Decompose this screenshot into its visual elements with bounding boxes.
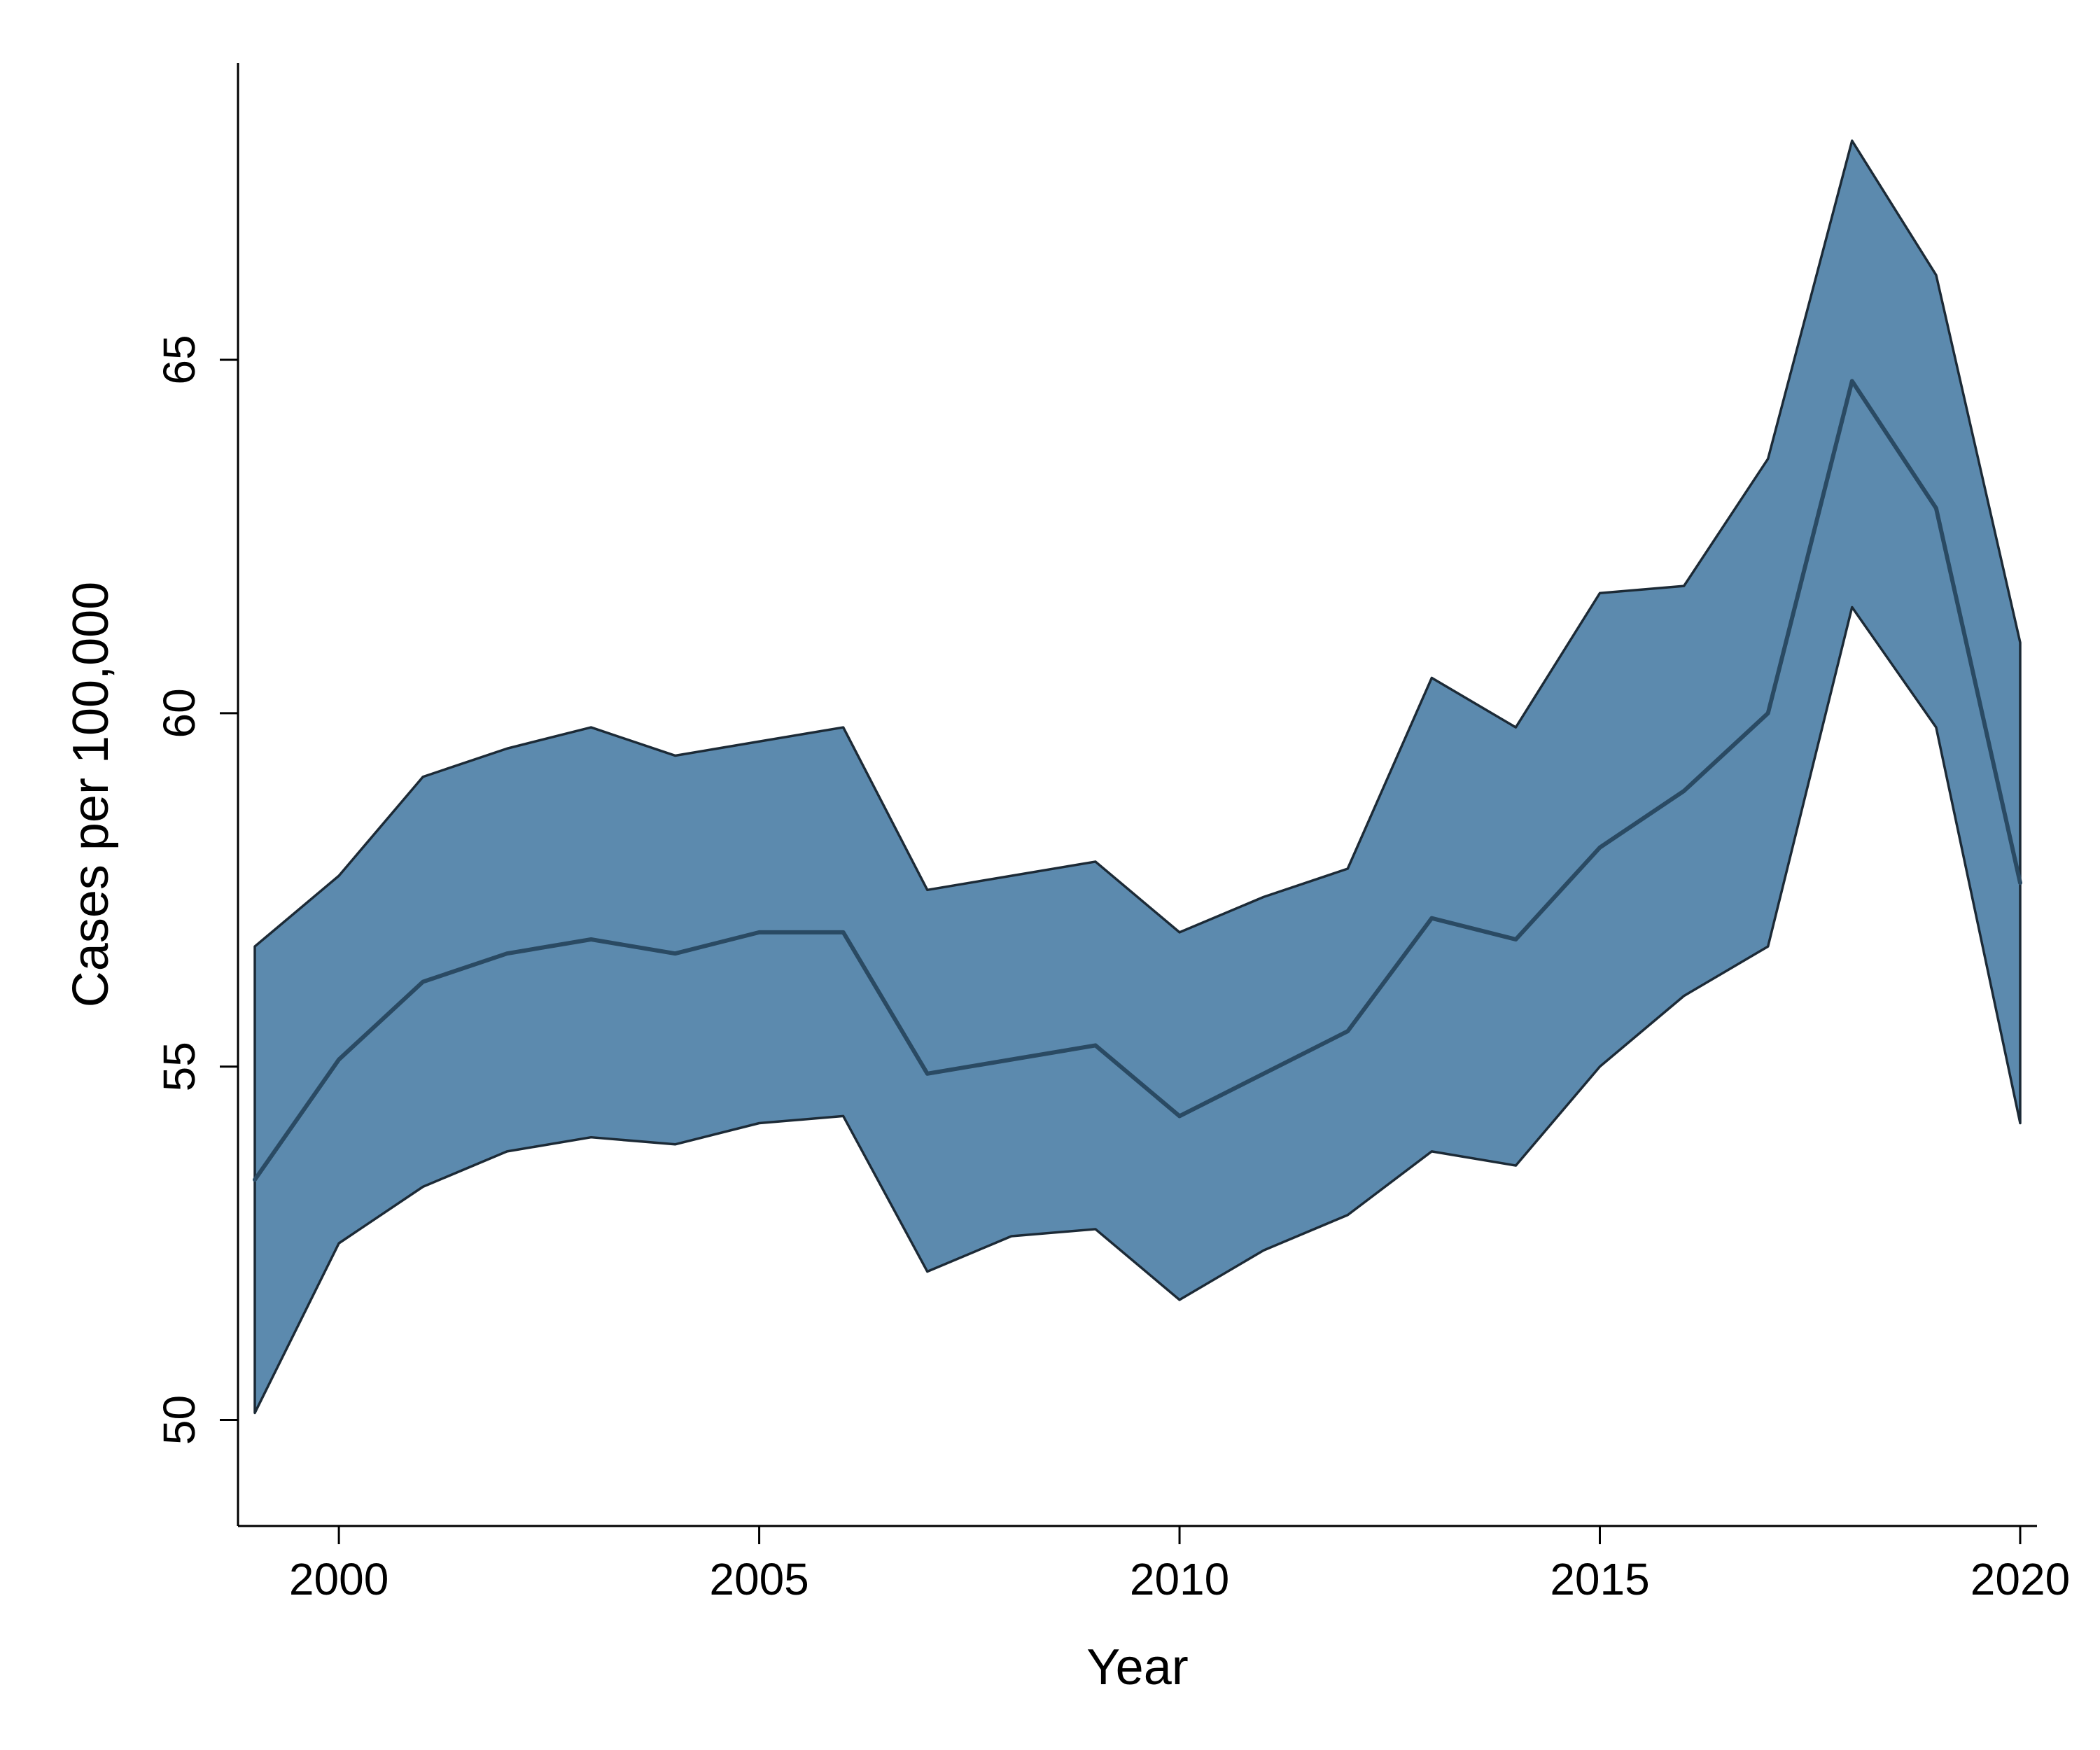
y-axis-title: Cases per 100,000	[63, 582, 119, 1007]
x-tick-label: 2010	[1130, 1554, 1229, 1604]
chart-svg: 2000 2005 2010 2015 2020 50 55 60 65 Year Cases pe…	[0, 0, 2100, 1750]
y-tick-label: 65	[154, 335, 204, 384]
x-axis-title: Year	[1086, 1639, 1188, 1695]
x-tick-label: 2000	[289, 1554, 388, 1604]
x-tick-label: 2005	[709, 1554, 808, 1604]
x-tick-label: 2015	[1550, 1554, 1649, 1604]
y-tick-label: 50	[154, 1395, 204, 1445]
y-tick-label: 55	[154, 1042, 204, 1091]
x-tick-label: 2020	[1970, 1554, 2070, 1604]
y-tick-label: 60	[154, 688, 204, 738]
